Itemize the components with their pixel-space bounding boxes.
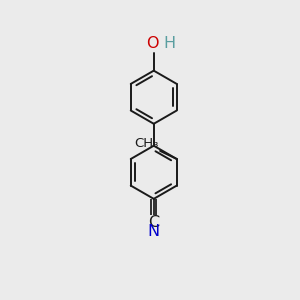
Text: CH₃: CH₃ bbox=[134, 137, 158, 150]
Text: H: H bbox=[164, 37, 175, 52]
Text: N: N bbox=[148, 224, 160, 239]
Text: C: C bbox=[148, 215, 159, 230]
Text: O: O bbox=[146, 37, 159, 52]
